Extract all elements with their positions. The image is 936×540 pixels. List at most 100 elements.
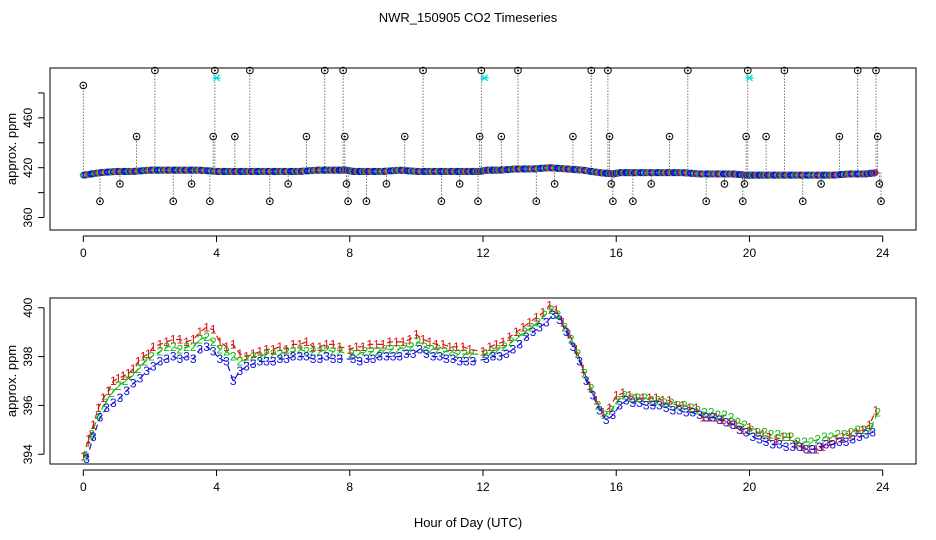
series-point-1: 1 — [80, 450, 87, 464]
series-point-3: 3 — [323, 350, 330, 364]
series-point-3: 3 — [303, 350, 310, 364]
spike-point-center — [458, 182, 461, 185]
series-point-1: 1 — [673, 398, 680, 412]
series-point-2: 2 — [230, 350, 237, 364]
series-point-1: 1 — [256, 345, 263, 359]
series-point-3: 3 — [443, 352, 450, 366]
series-point-2: 2 — [588, 381, 595, 395]
series-point-1: 1 — [680, 398, 687, 412]
x-tick-label: 0 — [80, 246, 87, 260]
series-point-1: 1 — [386, 335, 393, 349]
series-point-2: 2 — [708, 406, 715, 420]
x-tick-label: 4 — [213, 246, 220, 260]
series-point-1: 1 — [653, 391, 660, 405]
series-point-3: 3 — [350, 352, 357, 366]
series-point-1: 1 — [157, 337, 164, 351]
series-point-1: 1 — [460, 340, 467, 354]
spike-point — [743, 66, 752, 75]
spike-point — [340, 132, 349, 141]
spike-point-center — [305, 135, 308, 138]
series-point-1: 1 — [276, 340, 283, 354]
series-point-3: 3 — [223, 354, 230, 368]
series-point-3: 3 — [603, 413, 610, 427]
series-point-3: 3 — [636, 396, 643, 410]
series-point-1: 1 — [336, 340, 343, 354]
series-point-2: 2 — [82, 450, 89, 464]
series-point-1: 1 — [726, 416, 733, 430]
series-point-2: 2 — [555, 308, 562, 322]
series-point-1: 1 — [105, 384, 112, 398]
series-point-2: 2 — [501, 340, 508, 354]
series-point-2: 2 — [368, 345, 375, 359]
series-point-3: 3 — [789, 440, 796, 454]
series-point-1: 1 — [177, 333, 184, 347]
series-point-2: 2 — [330, 345, 337, 359]
spike-point — [209, 132, 218, 141]
spike-point-center — [741, 200, 744, 203]
series-point-3: 3 — [663, 401, 670, 415]
series-point-3: 3 — [676, 403, 683, 417]
series-point-3: 3 — [436, 350, 443, 364]
spike-point — [474, 197, 482, 206]
series-point-2: 2 — [508, 335, 515, 349]
series-point-3: 3 — [450, 352, 457, 366]
series-point-1: 1 — [440, 337, 447, 351]
series-point-2: 2 — [263, 347, 270, 361]
series-point-2: 2 — [635, 391, 642, 405]
series-point-2: 2 — [774, 428, 781, 442]
series-point-1: 1 — [310, 340, 317, 354]
spike-point-center — [878, 182, 881, 185]
spike-point — [872, 66, 880, 75]
spike-point — [873, 132, 882, 141]
x-tick-label: 20 — [743, 480, 757, 494]
spike-point — [835, 132, 844, 141]
series-point-1: 1 — [573, 342, 580, 356]
series-point-2: 2 — [88, 428, 95, 442]
spike-point-center — [347, 200, 350, 203]
series-point-3: 3 — [276, 352, 283, 366]
spike-point-center — [746, 69, 749, 72]
series-point-3: 3 — [296, 350, 303, 364]
series-point-1: 1 — [145, 347, 152, 361]
series-point-1: 1 — [759, 428, 766, 442]
spike-point-center — [553, 182, 556, 185]
series-point-1: 1 — [380, 337, 387, 351]
x-tick-label: 8 — [346, 480, 353, 494]
series-point-2: 2 — [428, 342, 435, 356]
spike-point — [342, 180, 351, 188]
series-point-3: 3 — [103, 401, 110, 415]
series-point-2: 2 — [575, 347, 582, 361]
series-point-1: 1 — [799, 440, 806, 454]
series-line-1 — [82, 304, 877, 457]
spike-point — [569, 132, 577, 141]
series-point-2: 2 — [828, 430, 835, 444]
series-point-3: 3 — [410, 347, 417, 361]
spike-point-center — [723, 182, 726, 185]
spike-point — [720, 180, 729, 188]
spike-point-center — [172, 200, 175, 203]
series-point-2: 2 — [135, 362, 142, 376]
series-point-3: 3 — [490, 350, 497, 364]
series-point-1: 1 — [859, 423, 866, 437]
series-point-3: 3 — [689, 406, 696, 420]
series-point-1: 1 — [733, 418, 740, 432]
spike-point — [609, 197, 617, 206]
series-point-3: 3 — [849, 433, 856, 447]
series-point-1: 1 — [426, 335, 433, 349]
series-point-2: 2 — [741, 418, 748, 432]
spike-point — [302, 132, 311, 141]
series-point-2: 2 — [203, 330, 210, 344]
series-point-1: 1 — [140, 350, 147, 364]
spike-point-center — [856, 69, 859, 72]
series-point-3: 3 — [510, 342, 517, 356]
series-point-2: 2 — [142, 354, 149, 368]
series-point-3: 3 — [496, 350, 503, 364]
series-point-2: 2 — [748, 423, 755, 437]
series-point-1: 1 — [693, 401, 700, 415]
series-point-2: 2 — [595, 398, 602, 412]
series-point-3: 3 — [170, 350, 177, 364]
series-point-2: 2 — [348, 347, 355, 361]
series-point-3: 3 — [470, 354, 477, 368]
series-point-2: 2 — [655, 394, 662, 408]
